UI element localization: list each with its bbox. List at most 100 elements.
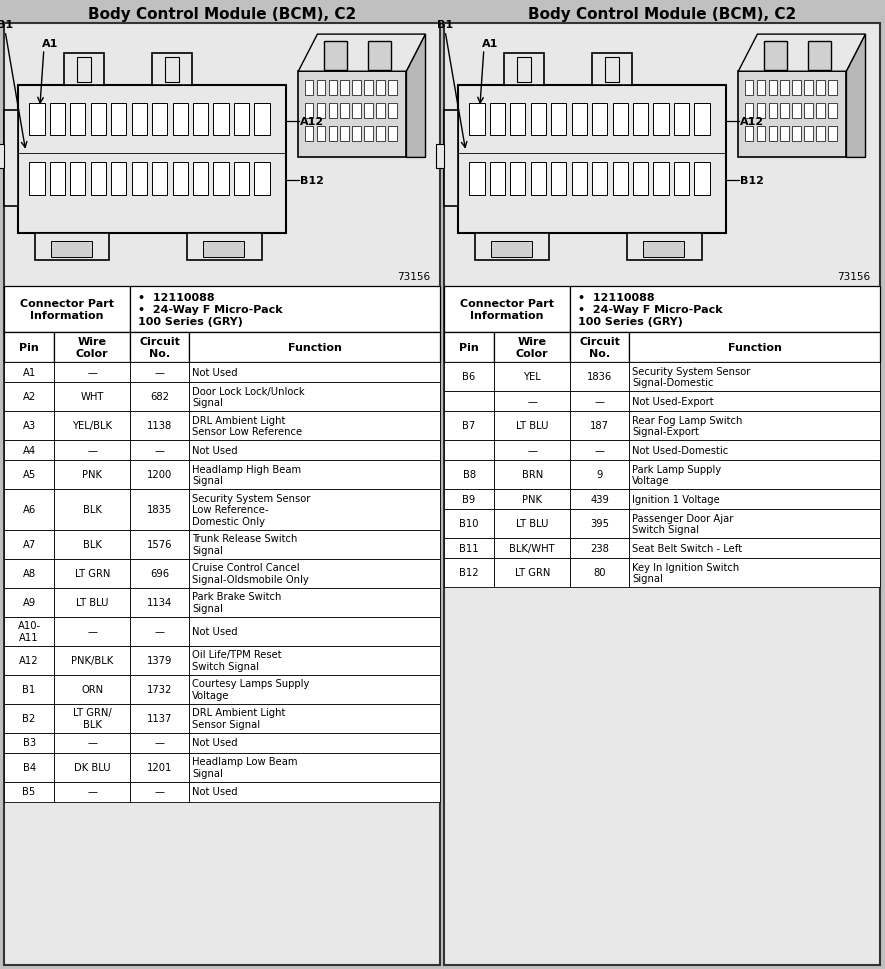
Text: WHT: WHT: [81, 392, 104, 402]
Bar: [54, 753, 130, 782]
Bar: [152, 163, 167, 196]
Bar: [494, 332, 571, 362]
Bar: [189, 782, 440, 801]
Bar: [489, 163, 505, 196]
Bar: [674, 104, 689, 137]
Bar: [328, 80, 337, 96]
Bar: [189, 412, 440, 441]
Bar: [494, 558, 571, 587]
Text: B12: B12: [740, 175, 764, 186]
Bar: [643, 241, 684, 258]
Bar: [4, 489, 54, 530]
Bar: [254, 163, 270, 196]
Bar: [808, 42, 831, 71]
Bar: [494, 441, 571, 460]
Text: 1835: 1835: [147, 505, 173, 515]
Text: Not Used-Domestic: Not Used-Domestic: [632, 446, 728, 455]
Bar: [4, 617, 54, 645]
Bar: [4, 530, 54, 559]
Bar: [365, 127, 373, 141]
Text: Not Used: Not Used: [192, 367, 238, 378]
Bar: [494, 391, 571, 412]
Bar: [54, 782, 130, 801]
Bar: [130, 460, 189, 489]
Bar: [317, 80, 326, 96]
Bar: [828, 104, 836, 118]
Bar: [510, 104, 526, 137]
Bar: [444, 24, 880, 965]
Polygon shape: [846, 35, 866, 158]
Text: B6: B6: [463, 372, 476, 382]
Bar: [54, 674, 130, 703]
Bar: [551, 163, 566, 196]
Bar: [130, 412, 189, 441]
Text: Not Used-Export: Not Used-Export: [632, 396, 714, 407]
Bar: [816, 127, 825, 141]
Bar: [828, 127, 836, 141]
Text: 1201: 1201: [147, 763, 173, 772]
Bar: [304, 127, 313, 141]
Bar: [189, 617, 440, 645]
Bar: [189, 362, 440, 383]
Bar: [571, 391, 629, 412]
Bar: [629, 332, 880, 362]
Text: B10: B10: [459, 519, 479, 529]
Bar: [130, 287, 440, 332]
Bar: [130, 733, 189, 753]
Bar: [317, 104, 326, 118]
Bar: [341, 80, 349, 96]
Bar: [517, 58, 531, 82]
Text: Pin: Pin: [19, 343, 39, 353]
Text: Security System Sensor
Low Reference-
Domestic Only: Security System Sensor Low Reference- Do…: [192, 493, 311, 526]
Bar: [443, 111, 458, 207]
Text: DK BLU: DK BLU: [74, 763, 111, 772]
Bar: [792, 127, 801, 141]
Text: Wire
Color: Wire Color: [76, 337, 109, 359]
Bar: [173, 104, 188, 137]
Text: A4: A4: [22, 446, 35, 455]
Text: —: —: [155, 446, 165, 455]
Bar: [130, 674, 189, 703]
Bar: [551, 104, 566, 137]
Bar: [4, 460, 54, 489]
Text: •  12110088
•  24-Way F Micro-Pack
100 Series (GRY): • 12110088 • 24-Way F Micro-Pack 100 Ser…: [579, 293, 723, 327]
Bar: [4, 383, 54, 412]
Text: DRL Ambient Light
Sensor Low Reference: DRL Ambient Light Sensor Low Reference: [192, 416, 303, 437]
Text: 1200: 1200: [147, 470, 173, 480]
Text: —: —: [595, 446, 604, 455]
Bar: [4, 782, 54, 801]
Bar: [132, 104, 147, 137]
Bar: [193, 104, 208, 137]
Bar: [828, 80, 836, 96]
Bar: [90, 163, 106, 196]
Bar: [757, 80, 766, 96]
Bar: [444, 460, 494, 489]
Bar: [341, 104, 349, 118]
Bar: [376, 104, 385, 118]
Bar: [571, 441, 629, 460]
Bar: [444, 391, 494, 412]
Text: Passenger Door Ajar
Switch Signal: Passenger Door Ajar Switch Signal: [632, 514, 734, 535]
Bar: [629, 412, 880, 441]
Bar: [781, 80, 789, 96]
Bar: [592, 163, 607, 196]
Bar: [54, 617, 130, 645]
Bar: [29, 163, 44, 196]
Text: Connector Part
Information: Connector Part Information: [460, 298, 554, 321]
Bar: [234, 163, 250, 196]
Bar: [444, 558, 494, 587]
Bar: [4, 588, 54, 617]
Bar: [633, 163, 649, 196]
Bar: [4, 287, 130, 332]
Bar: [54, 460, 130, 489]
Text: B7: B7: [463, 422, 476, 431]
Text: 395: 395: [590, 519, 610, 529]
Bar: [531, 163, 546, 196]
Bar: [531, 104, 546, 137]
Bar: [781, 127, 789, 141]
Text: YEL/BLK: YEL/BLK: [73, 422, 112, 431]
Text: Park Brake Switch
Signal: Park Brake Switch Signal: [192, 592, 281, 613]
Text: B9: B9: [463, 494, 476, 505]
Bar: [324, 42, 347, 71]
Bar: [352, 127, 361, 141]
